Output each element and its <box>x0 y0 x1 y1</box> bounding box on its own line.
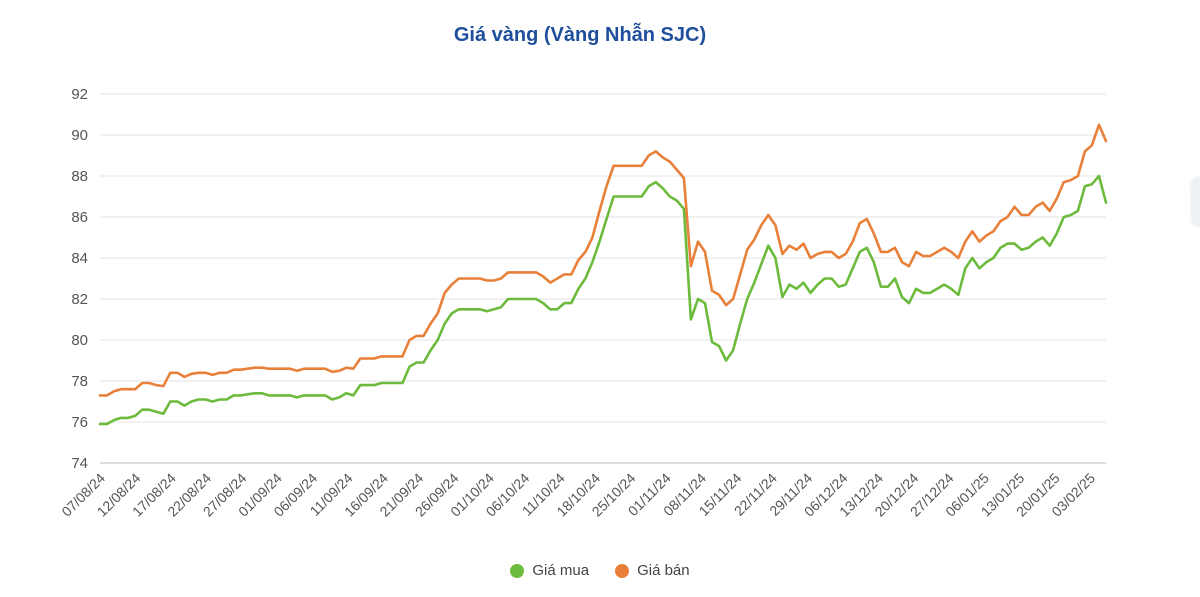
y-tick-label: 78 <box>71 373 88 390</box>
y-tick-label: 74 <box>71 455 88 472</box>
legend-marker-gia-mua <box>510 563 525 578</box>
y-tick-label: 88 <box>71 168 88 185</box>
y-tick-label: 80 <box>71 332 88 349</box>
legend-marker-gia-ban <box>615 563 630 578</box>
y-tick-label: 92 <box>71 86 88 103</box>
side-scroll-tab[interactable] <box>1192 178 1200 226</box>
legend: Giá mua Giá bán <box>0 562 1200 579</box>
y-tick-label: 82 <box>71 291 88 308</box>
series-line-gia-mua[interactable] <box>98 174 1108 426</box>
chart-title: Giá vàng (Vàng Nhẫn SJC) <box>453 24 707 46</box>
legend-label-gia-ban: Giá bán <box>637 562 690 579</box>
y-tick-label: 86 <box>71 209 88 226</box>
legend-item-gia-mua[interactable]: Giá mua <box>510 562 589 579</box>
x-axis: 07/08/2412/08/2417/08/2422/08/2427/08/24… <box>58 462 1106 520</box>
grid-lines <box>100 93 1106 464</box>
y-tick-label: 84 <box>71 250 88 267</box>
series-line-gia-ban[interactable] <box>98 123 1108 397</box>
y-axis: 74 76 78 80 82 84 86 88 90 92 <box>71 86 88 472</box>
legend-label-gia-mua: Giá mua <box>532 562 590 579</box>
y-tick-label: 90 <box>71 127 88 144</box>
legend-item-gia-ban[interactable]: Giá bán <box>615 562 690 579</box>
y-tick-label: 76 <box>71 414 88 431</box>
series-lines <box>98 123 1108 426</box>
